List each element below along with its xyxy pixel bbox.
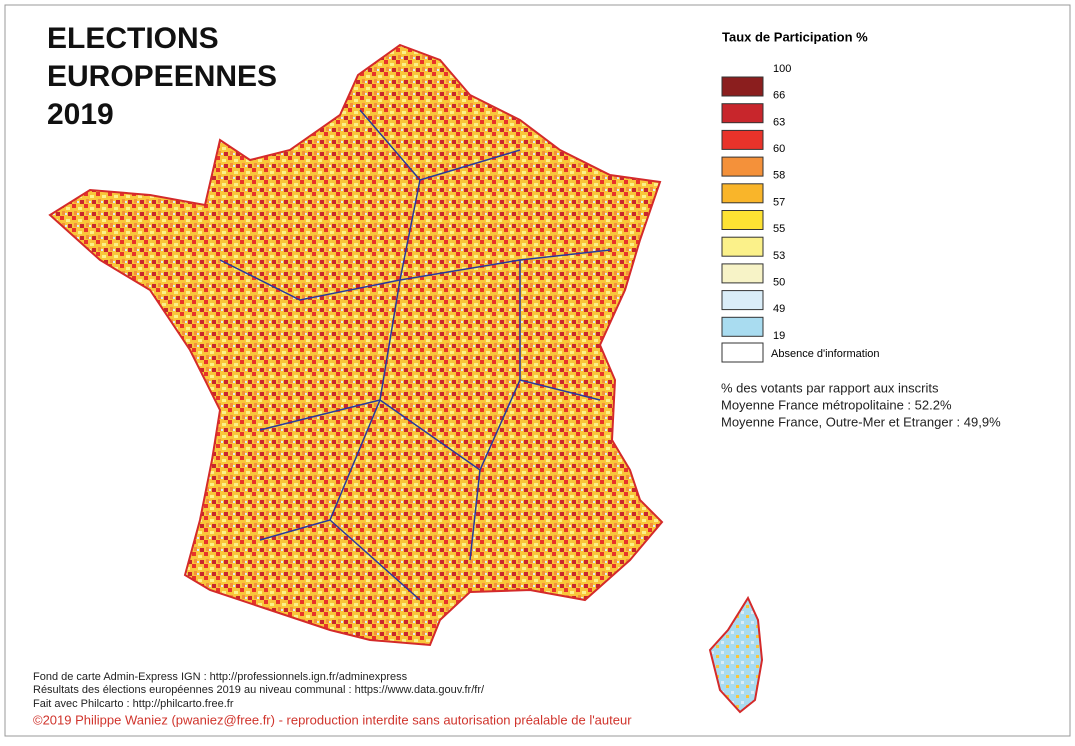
legend-break: 19 xyxy=(773,330,785,342)
legend-break: 49 xyxy=(773,303,785,315)
source: Fond de carte Admin-Express IGN : http:/… xyxy=(33,671,408,683)
legend-break: 100 xyxy=(773,63,791,75)
legend-swatch xyxy=(721,210,764,230)
legend-break: 53 xyxy=(773,250,785,262)
legend-title: Taux de Participation % xyxy=(722,29,868,44)
legend-swatch xyxy=(721,236,764,257)
legend-swatch xyxy=(721,263,764,284)
legend-swatch xyxy=(721,290,764,311)
source: Fait avec Philcarto : http://philcarto.f… xyxy=(33,698,234,710)
legend-swatch xyxy=(721,129,764,150)
title-line: EUROPEENNES xyxy=(47,60,277,93)
legend-swatch xyxy=(721,316,764,337)
legend-swatch xyxy=(721,156,764,177)
title-line: ELECTIONS xyxy=(47,22,219,55)
corsica-map xyxy=(708,595,764,714)
legend-no-data: Absence d'information xyxy=(771,348,880,360)
legend-break: 66 xyxy=(773,90,785,102)
legend-break: 63 xyxy=(773,116,785,128)
france-map xyxy=(48,43,664,647)
copyright: ©2019 Philippe Waniez (pwaniez@free.fr) … xyxy=(33,712,632,727)
note: % des votants par rapport aux inscrits xyxy=(721,380,939,395)
legend-break: 57 xyxy=(773,196,785,208)
legend-break: 50 xyxy=(773,277,785,289)
legend-swatch xyxy=(721,76,764,97)
legend-swatch xyxy=(721,183,764,204)
legend-swatch xyxy=(721,103,764,124)
legend-break: 58 xyxy=(773,170,785,182)
note: Moyenne France métropolitaine : 52.2% xyxy=(721,397,952,412)
legend-break: 60 xyxy=(773,143,785,155)
title-line: 2019 xyxy=(47,98,114,131)
note: Moyenne France, Outre-Mer et Etranger : … xyxy=(721,414,1001,429)
regions xyxy=(219,109,611,601)
legend-break: 55 xyxy=(773,223,785,235)
legend-swatch-no-data xyxy=(721,342,764,363)
legend: 100 66 63 60 58 57 55 53 50 49 19 xyxy=(721,63,791,342)
source: Résultats des élections européennes 2019… xyxy=(33,684,485,696)
